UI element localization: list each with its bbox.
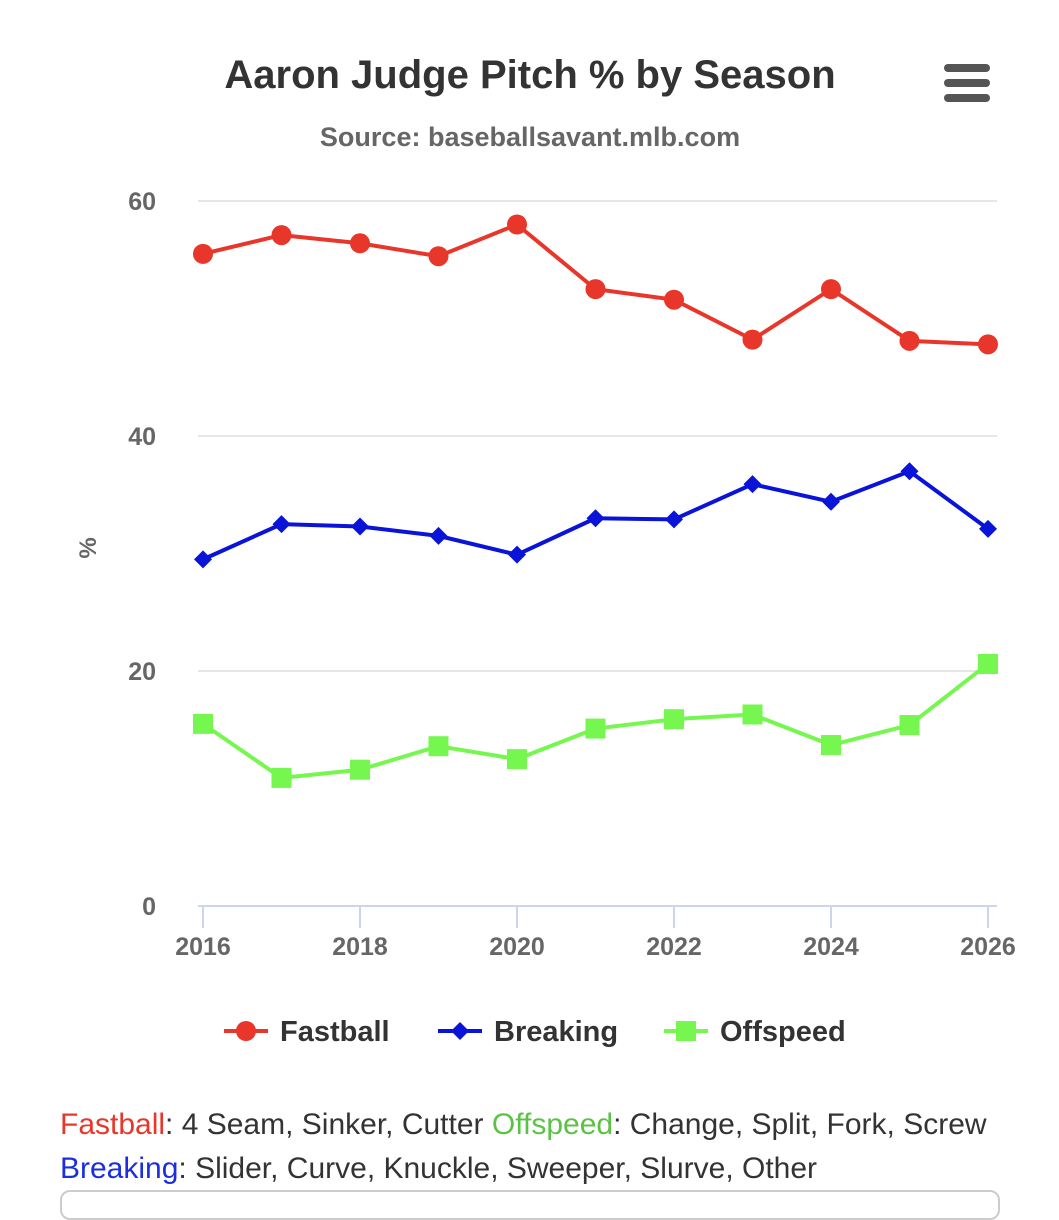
legend-marker-fastball[interactable] — [236, 1021, 256, 1041]
offspeed-point[interactable] — [350, 759, 370, 780]
legend-item-breaking[interactable]: Breaking — [438, 1016, 618, 1048]
offspeed-point[interactable] — [742, 704, 763, 725]
caption-part-1: : 4 Seam, Sinker, Cutter — [165, 1108, 492, 1141]
breaking-point[interactable] — [743, 475, 762, 494]
breaking-point[interactable] — [822, 492, 840, 511]
pitch-type-caption: Fastball: 4 Seam, Sinker, Cutter Offspee… — [60, 1103, 1020, 1191]
series-fastball[interactable] — [193, 214, 998, 355]
fastball-point[interactable] — [271, 225, 292, 246]
breaking-point[interactable] — [351, 517, 369, 536]
fastball-point[interactable] — [978, 334, 998, 355]
offspeed-point[interactable] — [507, 749, 527, 770]
x-tick-label: 2026 — [960, 933, 1016, 961]
offspeed-point[interactable] — [271, 767, 292, 788]
legend-marker-offspeed[interactable] — [676, 1021, 696, 1041]
fastball-point[interactable] — [193, 243, 213, 264]
offspeed-point[interactable] — [899, 715, 920, 736]
axes: 0 20 40 60 2016 2018 2020 2022 2024 2026 — [128, 188, 1016, 961]
legend-label-fastball: Fastball — [280, 1016, 390, 1048]
hamburger-menu-icon[interactable] — [944, 64, 990, 102]
breaking-point[interactable] — [900, 462, 919, 481]
series-offspeed[interactable] — [193, 653, 998, 788]
fastball-point[interactable] — [428, 246, 449, 267]
legend-marker-breaking[interactable] — [451, 1022, 469, 1040]
legend-item-fastball[interactable]: Fastball — [224, 1016, 390, 1048]
series-breaking[interactable] — [194, 462, 997, 569]
legend-label-offspeed: Offspeed — [720, 1016, 846, 1048]
chart-subtitle: Source: baseballsavant.mlb.com — [320, 122, 740, 152]
breaking-point[interactable] — [586, 509, 605, 528]
offspeed-point[interactable] — [193, 713, 213, 734]
fastball-point[interactable] — [585, 279, 606, 300]
fastball-point[interactable] — [350, 233, 370, 254]
breaking-point[interactable] — [272, 515, 291, 534]
fastball-point[interactable] — [742, 329, 763, 350]
chart-title: Aaron Judge Pitch % by Season — [224, 53, 835, 97]
y-axis-title: % — [75, 537, 102, 558]
breaking-point[interactable] — [979, 519, 997, 538]
series-layer — [193, 214, 998, 788]
legend-label-breaking: Breaking — [494, 1016, 618, 1048]
caption-part-0: Fastball — [60, 1108, 166, 1141]
x-tick-label: 2016 — [175, 933, 231, 961]
line-chart: Aaron Judge Pitch % by Season Source: ba… — [75, 53, 1016, 1048]
y-tick-label: 20 — [128, 658, 156, 686]
offspeed-point[interactable] — [664, 709, 684, 730]
offspeed-point[interactable] — [821, 735, 841, 756]
legend-item-offspeed[interactable]: Offspeed — [664, 1016, 846, 1048]
breaking-point[interactable] — [665, 510, 683, 529]
x-tick-label: 2020 — [489, 933, 545, 961]
breaking-point[interactable] — [194, 550, 212, 569]
breaking-point[interactable] — [429, 526, 448, 545]
caption-part-4: Breaking — [60, 1152, 179, 1185]
fastball-point[interactable] — [507, 214, 527, 235]
bottom-input-bar[interactable] — [60, 1190, 1000, 1220]
grid-lines — [198, 200, 997, 672]
y-tick-label: 60 — [128, 188, 156, 216]
x-tick-label: 2024 — [803, 933, 859, 961]
caption-part-3: : Change, Split, Fork, Screw — [613, 1108, 987, 1141]
breaking-point[interactable] — [508, 545, 526, 564]
caption-part-2: Offspeed — [491, 1108, 614, 1141]
legend[interactable]: Fastball Breaking Offspeed — [224, 1016, 846, 1048]
x-tick-label: 2022 — [646, 933, 702, 961]
x-tick-label: 2018 — [332, 933, 388, 961]
offspeed-point[interactable] — [585, 718, 606, 739]
offspeed-point[interactable] — [978, 653, 998, 674]
caption-part-5: : Slider, Curve, Knuckle, Sweeper, Slurv… — [178, 1152, 818, 1185]
offspeed-point[interactable] — [428, 736, 449, 757]
fastball-point[interactable] — [899, 330, 920, 351]
fastball-point[interactable] — [821, 279, 841, 300]
y-tick-label: 0 — [142, 893, 156, 921]
y-tick-label: 40 — [128, 423, 156, 451]
fastball-point[interactable] — [664, 289, 684, 310]
